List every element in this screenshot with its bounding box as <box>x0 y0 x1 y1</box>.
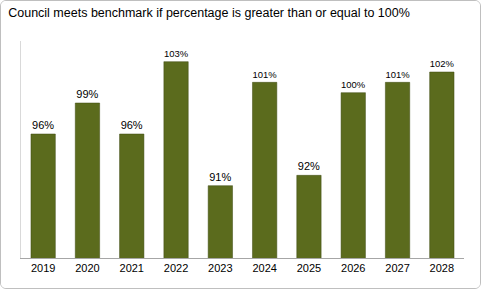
svg-text:102%: 102% <box>430 58 455 69</box>
svg-text:100%: 100% <box>341 79 366 90</box>
svg-text:2021: 2021 <box>120 262 144 274</box>
svg-text:Council meets benchmark if per: Council meets benchmark if percentage is… <box>8 6 410 20</box>
svg-text:2026: 2026 <box>341 262 365 274</box>
svg-text:2027: 2027 <box>385 262 409 274</box>
svg-text:101%: 101% <box>252 69 277 80</box>
svg-text:103%: 103% <box>164 48 189 59</box>
svg-text:2025: 2025 <box>297 262 321 274</box>
svg-text:92%: 92% <box>298 160 320 172</box>
svg-text:2020: 2020 <box>75 262 99 274</box>
svg-text:2019: 2019 <box>31 262 55 274</box>
svg-text:91%: 91% <box>209 171 231 183</box>
svg-text:96%: 96% <box>121 119 143 131</box>
svg-text:96%: 96% <box>32 119 54 131</box>
svg-text:2023: 2023 <box>208 262 232 274</box>
svg-text:101%: 101% <box>385 69 410 80</box>
svg-text:2024: 2024 <box>252 262 276 274</box>
svg-text:2028: 2028 <box>430 262 454 274</box>
svg-text:99%: 99% <box>76 88 98 100</box>
svg-text:2022: 2022 <box>164 262 188 274</box>
